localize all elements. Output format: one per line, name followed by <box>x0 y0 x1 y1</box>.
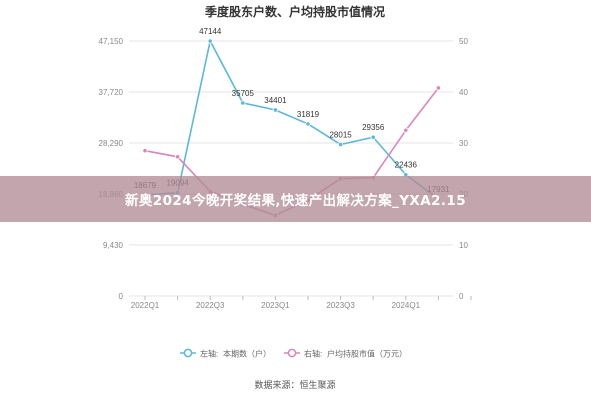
legend-series-name: 户均持股市值（万元） <box>327 349 407 359</box>
data-label: 47144 <box>199 27 222 36</box>
series-line-0 <box>144 38 439 200</box>
data-source: 数据来源：恒生聚源 <box>254 379 335 390</box>
x-tick-label: 2024Q1 <box>392 301 421 310</box>
legend: 左轴: 本期数（户） 右轴: 户均持股市值（万元） <box>180 349 407 359</box>
right-tick-label: 0 <box>459 292 464 301</box>
x-tick-label: 2023Q1 <box>261 301 290 310</box>
x-tick-label: 2022Q3 <box>196 301 225 310</box>
data-label: 31819 <box>297 110 320 119</box>
banner-text: 新奥2024今晚开奖结果,快速产出解决方案_YXA2.15 <box>125 193 466 209</box>
data-point <box>305 121 311 127</box>
right-tick-label: 30 <box>459 139 468 148</box>
left-tick-label: 9,430 <box>103 241 124 250</box>
chart-title: 季度股东户数、户均持股市值情况 <box>204 4 385 19</box>
data-point <box>240 100 246 106</box>
left-tick-label: 47,150 <box>99 37 124 46</box>
data-point <box>175 154 181 160</box>
data-point <box>403 127 409 133</box>
legend-item-right[interactable]: 右轴: 户均持股市值（万元） <box>284 349 407 359</box>
data-point <box>337 141 344 148</box>
legend-item-left[interactable]: 左轴: 本期数（户） <box>180 349 271 359</box>
watermark-banner: 新奥2024今晚开奖结果,快速产出解决方案_YXA2.15 <box>0 176 591 222</box>
left-tick-label: 0 <box>119 292 124 301</box>
data-label: 34401 <box>264 96 287 105</box>
x-tick-label: 2022Q1 <box>131 301 160 310</box>
right-tick-label: 50 <box>459 37 468 46</box>
x-axis: 2022Q1 2022Q3 2023Q1 2023Q3 2024Q1 <box>131 296 472 310</box>
legend-series-name: 本期数（户） <box>223 349 271 359</box>
legend-axis-label: 右轴: <box>304 349 322 359</box>
right-tick-label: 40 <box>459 88 468 97</box>
right-axis: 01020304050 <box>459 37 468 301</box>
data-label: 35705 <box>232 89 255 98</box>
x-tick-label: 2023Q3 <box>326 301 355 310</box>
data-point <box>207 38 213 44</box>
data-point <box>435 85 441 91</box>
left-tick-label: 28,290 <box>99 139 124 148</box>
data-point <box>272 107 278 113</box>
data-label: 29356 <box>362 123 385 132</box>
right-tick-label: 10 <box>459 241 468 250</box>
left-tick-label: 37,720 <box>99 88 124 97</box>
data-point <box>142 148 148 154</box>
data-label: 22436 <box>395 161 418 170</box>
data-label: 28015 <box>329 130 352 139</box>
data-point <box>370 134 376 140</box>
legend-axis-label: 左轴: <box>200 349 218 359</box>
